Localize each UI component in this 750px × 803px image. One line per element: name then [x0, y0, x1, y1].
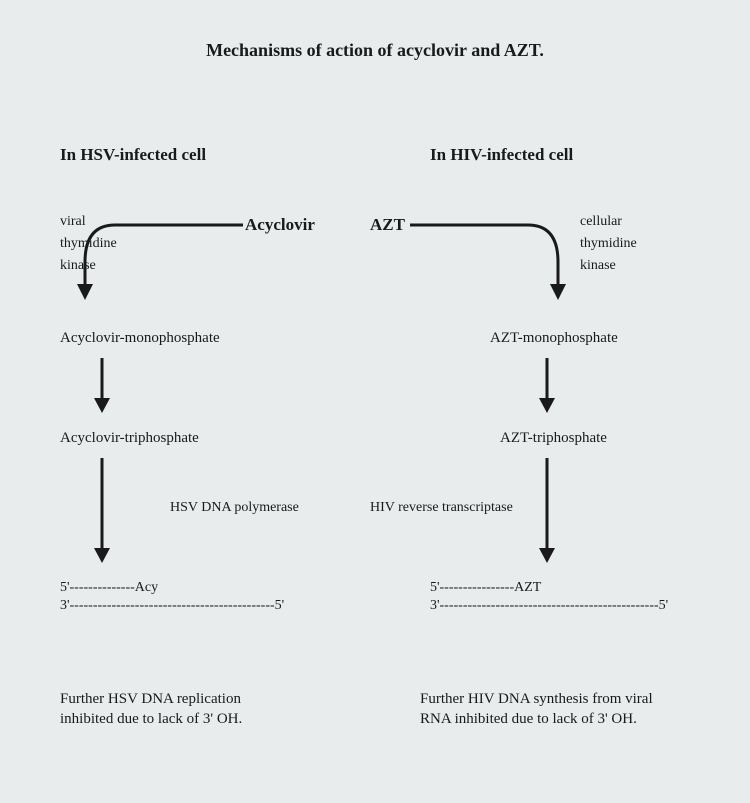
- right-dna-top: 5'----------------AZT: [430, 580, 541, 596]
- right-polymerase: HIV reverse transcriptase: [370, 500, 513, 516]
- right-enzyme-line1: cellular: [580, 212, 622, 232]
- right-step1: AZT-monophosphate: [490, 330, 618, 347]
- left-drug: Acyclovir: [245, 215, 315, 235]
- right-header: In HIV-infected cell: [430, 145, 573, 165]
- right-enzyme-line3: kinase: [580, 256, 616, 276]
- page-title: Mechanisms of action of acyclovir and AZ…: [0, 40, 750, 61]
- right-arrow-3: [537, 458, 557, 568]
- left-arrow-3: [92, 458, 112, 568]
- left-dna-top: 5'--------------Acy: [60, 580, 158, 596]
- right-drug: AZT: [370, 215, 405, 235]
- right-step2: AZT-triphosphate: [500, 430, 607, 447]
- right-dna-bot: 3'--------------------------------------…: [430, 598, 668, 614]
- right-curved-arrow: [408, 222, 578, 307]
- left-curved-arrow: [75, 222, 245, 307]
- left-polymerase: HSV DNA polymerase: [170, 500, 299, 516]
- right-footer-l1: Further HIV DNA synthesis from viral: [420, 690, 653, 710]
- left-header: In HSV-infected cell: [60, 145, 206, 165]
- left-arrow-2: [92, 358, 112, 418]
- left-dna-bot: 3'--------------------------------------…: [60, 598, 284, 614]
- right-footer-l2: RNA inhibited due to lack of 3' OH.: [420, 710, 637, 730]
- left-step2: Acyclovir-triphosphate: [60, 430, 199, 447]
- left-footer-l1: Further HSV DNA replication: [60, 690, 241, 710]
- right-arrow-2: [537, 358, 557, 418]
- right-enzyme-line2: thymidine: [580, 234, 637, 254]
- left-footer-l2: inhibited due to lack of 3' OH.: [60, 710, 242, 730]
- left-step1: Acyclovir-monophosphate: [60, 330, 220, 347]
